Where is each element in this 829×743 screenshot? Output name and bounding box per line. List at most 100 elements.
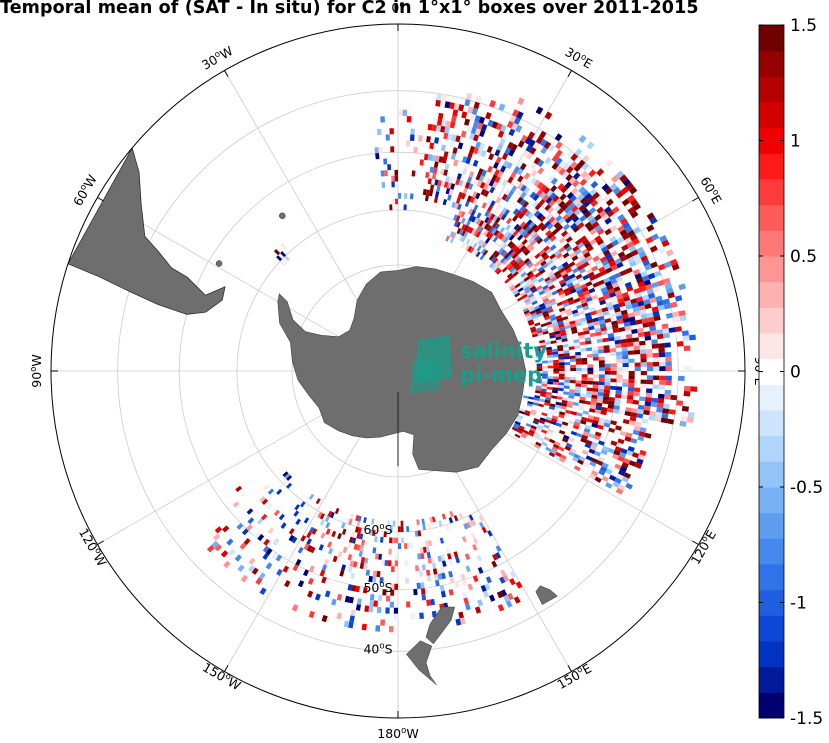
data-cell <box>489 220 495 227</box>
data-cell <box>476 122 484 130</box>
data-cell <box>479 181 486 189</box>
data-cell <box>641 418 649 424</box>
data-cell <box>375 625 381 632</box>
data-cell <box>546 259 554 266</box>
data-cell <box>456 227 462 235</box>
data-cell <box>590 401 597 406</box>
data-cell <box>404 193 408 199</box>
data-cell <box>416 582 421 589</box>
data-cell <box>563 434 570 440</box>
data-cell <box>563 242 571 250</box>
data-cell <box>674 326 682 332</box>
data-cell <box>639 349 647 355</box>
data-cell <box>607 171 616 180</box>
data-cell <box>356 521 361 528</box>
data-cell <box>349 560 355 567</box>
data-cell <box>630 210 639 219</box>
data-cell <box>457 210 463 217</box>
data-cell <box>680 415 688 422</box>
data-cell <box>667 292 675 299</box>
data-cell <box>403 531 407 538</box>
data-cell <box>517 175 524 183</box>
data-cell <box>502 574 510 582</box>
data-cell <box>592 255 600 263</box>
data-cell <box>547 376 554 380</box>
data-cell <box>524 298 531 304</box>
data-cell <box>527 262 534 269</box>
data-cell <box>572 198 581 206</box>
data-cell <box>546 292 553 298</box>
data-cell <box>555 214 563 222</box>
data-cell <box>303 517 310 524</box>
data-cell <box>433 574 439 581</box>
data-cell <box>646 288 654 295</box>
data-cell <box>464 182 471 189</box>
data-cell <box>506 232 513 239</box>
data-cell <box>516 168 524 176</box>
data-cell <box>659 380 666 385</box>
data-cell <box>585 255 593 262</box>
data-cell <box>616 442 624 449</box>
data-cell <box>553 221 561 229</box>
data-cell <box>516 296 523 302</box>
data-cell <box>625 334 633 339</box>
data-cell <box>669 258 678 266</box>
colorbar-swatch <box>759 127 784 154</box>
data-cell <box>517 242 524 250</box>
data-cell <box>489 262 495 268</box>
data-cell <box>565 245 573 253</box>
data-cell <box>389 537 393 544</box>
data-cell <box>475 141 482 149</box>
data-cell <box>380 170 385 177</box>
data-cell <box>536 380 542 384</box>
data-cell <box>542 263 549 269</box>
data-cell <box>291 583 298 592</box>
data-cell <box>341 528 347 535</box>
data-cell <box>533 444 541 450</box>
data-cell <box>297 580 305 588</box>
data-cell <box>511 245 518 252</box>
data-cell <box>586 214 595 222</box>
data-cell <box>350 572 355 580</box>
data-cell <box>622 419 630 425</box>
data-cell <box>545 416 552 421</box>
data-cell <box>621 291 629 298</box>
data-cell <box>560 186 568 194</box>
data-cell <box>496 231 502 238</box>
data-cell <box>448 558 454 566</box>
data-cell <box>459 229 464 236</box>
data-cell <box>603 422 611 428</box>
data-cell <box>458 611 464 619</box>
data-cell <box>422 524 426 531</box>
data-cell <box>544 276 551 283</box>
data-cell <box>413 588 418 596</box>
data-cell <box>488 232 494 240</box>
data-cell <box>434 137 440 144</box>
data-cell <box>536 424 544 430</box>
data-cell <box>560 405 567 410</box>
data-cell <box>599 299 606 306</box>
data-cell <box>646 388 653 394</box>
data-cell <box>658 352 666 358</box>
data-cell <box>649 216 658 225</box>
data-cell <box>466 226 472 233</box>
data-cell <box>613 286 621 293</box>
data-cell <box>515 265 522 272</box>
data-cell <box>374 536 378 543</box>
data-cell <box>561 299 569 305</box>
data-cell <box>640 362 647 367</box>
data-cell <box>545 213 553 221</box>
data-cell <box>656 402 664 409</box>
data-cell <box>499 227 506 234</box>
data-cell <box>569 386 576 390</box>
data-cell <box>323 558 330 566</box>
data-cell <box>474 606 482 614</box>
data-cell <box>561 335 568 340</box>
data-cell <box>559 411 566 416</box>
data-cell <box>646 348 653 354</box>
data-cell <box>478 226 484 233</box>
data-cell <box>214 526 223 534</box>
data-cell <box>236 523 244 530</box>
data-cell <box>580 351 587 355</box>
data-cell <box>487 205 493 212</box>
